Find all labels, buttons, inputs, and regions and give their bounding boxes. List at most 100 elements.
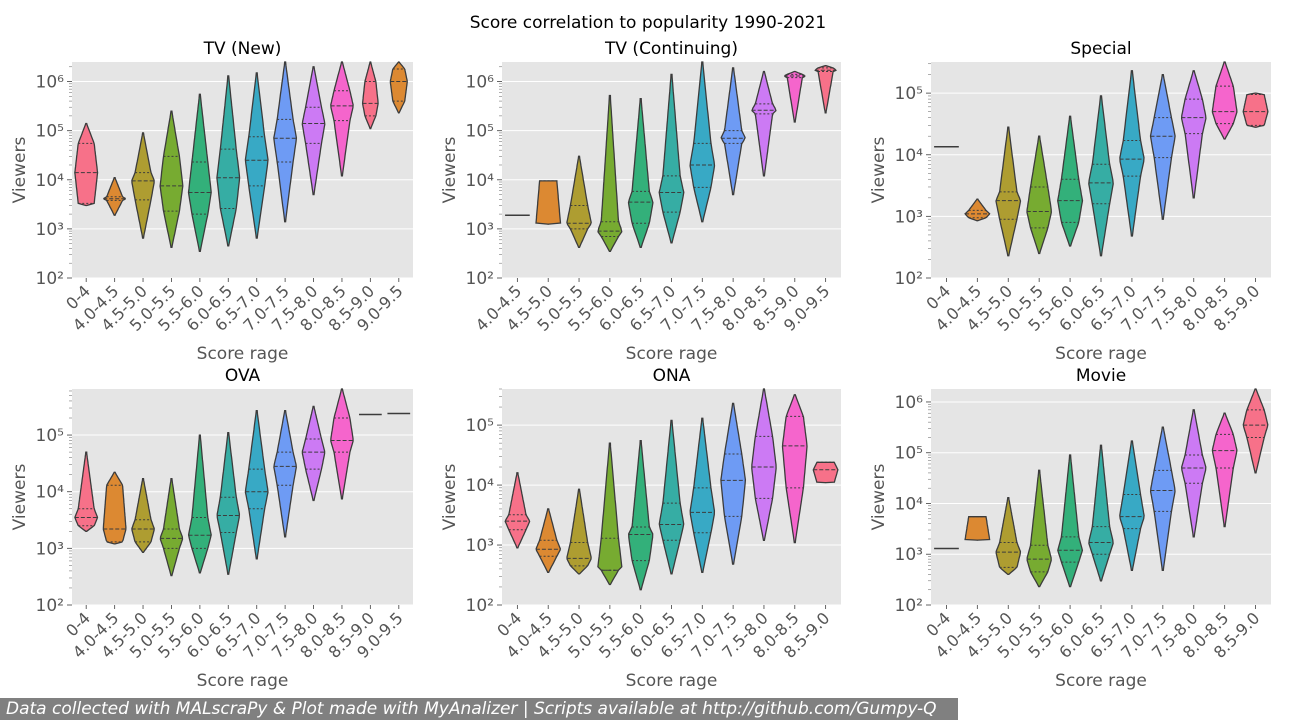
movie-violin-10	[1242, 388, 1269, 474]
tv-continuing-violin-2	[566, 155, 592, 249]
ona-y-tick-label: 10³	[466, 536, 494, 556]
ova-violin-3	[159, 477, 184, 577]
tv-new-y-tick-label: 10³	[36, 220, 64, 240]
special-violin-9	[1211, 61, 1238, 140]
ona-violin-7	[720, 402, 747, 565]
ova-plot-area	[72, 389, 413, 605]
movie-violin-8	[1181, 409, 1207, 538]
ova-violin-8	[301, 405, 326, 502]
ona-violin-0	[504, 472, 531, 549]
movie-xlabel: Score rage	[1055, 671, 1147, 691]
panel-special: 10²10³10⁴10⁵0-44.0-4.54.5-5.05.0-5.55.5-…	[869, 39, 1271, 364]
footer-credit: Data collected with MALscraPy & Plot mad…	[0, 698, 958, 720]
ona-y-tick-label: 10⁵	[466, 416, 494, 436]
tv-continuing-xlabel: Score rage	[626, 344, 718, 364]
tv-new-violin-3	[159, 110, 184, 249]
movie-y-tick-label: 10²	[895, 596, 923, 616]
ova-y-tick-label: 10⁵	[36, 426, 64, 446]
ova-violin-6	[244, 409, 269, 560]
movie-title: Movie	[1076, 366, 1126, 386]
special-y-tick-label: 10⁴	[895, 146, 924, 166]
ona-y-tick-label: 10²	[466, 596, 494, 616]
tv-continuing-y-tick-label: 10³	[466, 220, 494, 240]
movie-violin-3	[1026, 469, 1052, 588]
tv-new-violin-8	[301, 66, 326, 196]
special-violin-3	[1026, 135, 1052, 255]
tv-new-title: TV (New)	[203, 39, 282, 59]
tv-continuing-violin-1	[535, 180, 562, 225]
special-violin-4	[1057, 115, 1084, 247]
tv-continuing-violin-5	[658, 73, 685, 244]
tv-continuing-y-tick-label: 10⁵	[466, 122, 494, 142]
tv-new-violin-10	[361, 61, 379, 130]
tv-continuing-violin-10	[814, 65, 837, 114]
ona-violin-9	[781, 394, 808, 544]
special-violin-8	[1180, 70, 1207, 199]
tv-continuing-violin-4	[627, 97, 654, 249]
panel-ona: 10²10³10⁴10⁵0-44.0-4.54.5-5.05.0-5.55.5-…	[440, 366, 841, 691]
tv-continuing-violin-8	[751, 70, 777, 177]
ona-xlabel: Score rage	[626, 671, 718, 691]
ova-y-tick-label: 10²	[36, 596, 64, 616]
ova-violin-5	[216, 432, 241, 575]
ona-violin-5	[658, 419, 685, 575]
panel-tv-new: 10²10³10⁴10⁵10⁶0-44.0-4.54.5-5.05.0-5.55…	[10, 39, 413, 364]
ova-y-tick-label: 10⁴	[36, 483, 65, 503]
special-violin-7	[1149, 73, 1176, 220]
ona-title: ONA	[653, 366, 691, 386]
tv-new-violin-1	[103, 177, 126, 216]
tv-new-y-tick-label: 10⁶	[36, 73, 65, 93]
special-xlabel: Score rage	[1055, 344, 1147, 364]
ona-violin-2	[566, 488, 592, 575]
ona-y-tick-label: 10⁴	[466, 476, 495, 496]
tv-new-violin-7	[273, 61, 298, 223]
tv-continuing-violin-3	[597, 94, 623, 252]
ova-violin-1	[102, 471, 127, 545]
panel-movie: 10²10³10⁴10⁵10⁶0-44.0-4.54.5-5.05.0-5.55…	[869, 366, 1271, 691]
ova-violin-7	[273, 409, 297, 538]
ova-xlabel: Score rage	[197, 671, 289, 691]
tv-new-xlabel: Score rage	[197, 344, 289, 364]
movie-violin-2	[995, 497, 1022, 576]
movie-y-tick-label: 10³	[895, 545, 923, 565]
movie-violin-6	[1119, 440, 1145, 572]
panel-ova: 10²10³10⁴10⁵0-44.0-4.54.5-5.05.0-5.55.5-…	[10, 366, 413, 691]
tv-continuing-y-tick-label: 10⁶	[466, 73, 495, 93]
tv-continuing-violin-9	[784, 70, 806, 123]
special-y-tick-label: 10³	[895, 207, 923, 227]
ova-violin-0	[74, 451, 99, 532]
tv-new-y-tick-label: 10⁴	[36, 171, 65, 191]
ova-ylabel: Viewers	[10, 464, 30, 531]
special-violin-5	[1088, 95, 1114, 257]
special-y-tick-label: 10²	[895, 269, 923, 289]
tv-continuing-violin-6	[689, 61, 716, 223]
ona-violin-6	[689, 417, 716, 574]
movie-y-tick-label: 10⁴	[895, 494, 924, 514]
movie-violin-1	[964, 516, 991, 541]
ova-y-tick-label: 10³	[36, 539, 64, 559]
tv-new-violin-0	[74, 122, 99, 207]
special-violin-6	[1119, 70, 1145, 237]
tv-continuing-y-tick-label: 10⁴	[466, 171, 495, 191]
ona-violin-8	[751, 388, 777, 541]
ona-violin-3	[597, 442, 623, 586]
tv-new-ylabel: Viewers	[10, 137, 30, 204]
movie-ylabel: Viewers	[869, 464, 889, 531]
special-title: Special	[1070, 39, 1131, 59]
special-ylabel: Viewers	[869, 137, 889, 204]
special-y-tick-label: 10⁵	[895, 84, 923, 104]
movie-violin-5	[1088, 444, 1114, 582]
panel-tv-continuing: 10²10³10⁴10⁵10⁶4.0-4.54.5-5.05.0-5.55.5-…	[440, 39, 841, 364]
tv-continuing-y-tick-label: 10²	[466, 269, 494, 289]
tv-new-y-tick-label: 10²	[36, 269, 64, 289]
ona-ylabel: Viewers	[440, 464, 460, 531]
ona-violin-4	[628, 440, 654, 591]
tv-new-violin-5	[216, 75, 241, 247]
tv-continuing-ylabel: Viewers	[440, 137, 460, 204]
tv-continuing-title: TV (Continuing)	[604, 39, 738, 59]
movie-violin-7	[1149, 426, 1176, 572]
tv-new-violin-11	[389, 61, 408, 114]
tv-new-y-tick-label: 10⁵	[36, 122, 64, 142]
special-violin-10	[1242, 92, 1269, 128]
